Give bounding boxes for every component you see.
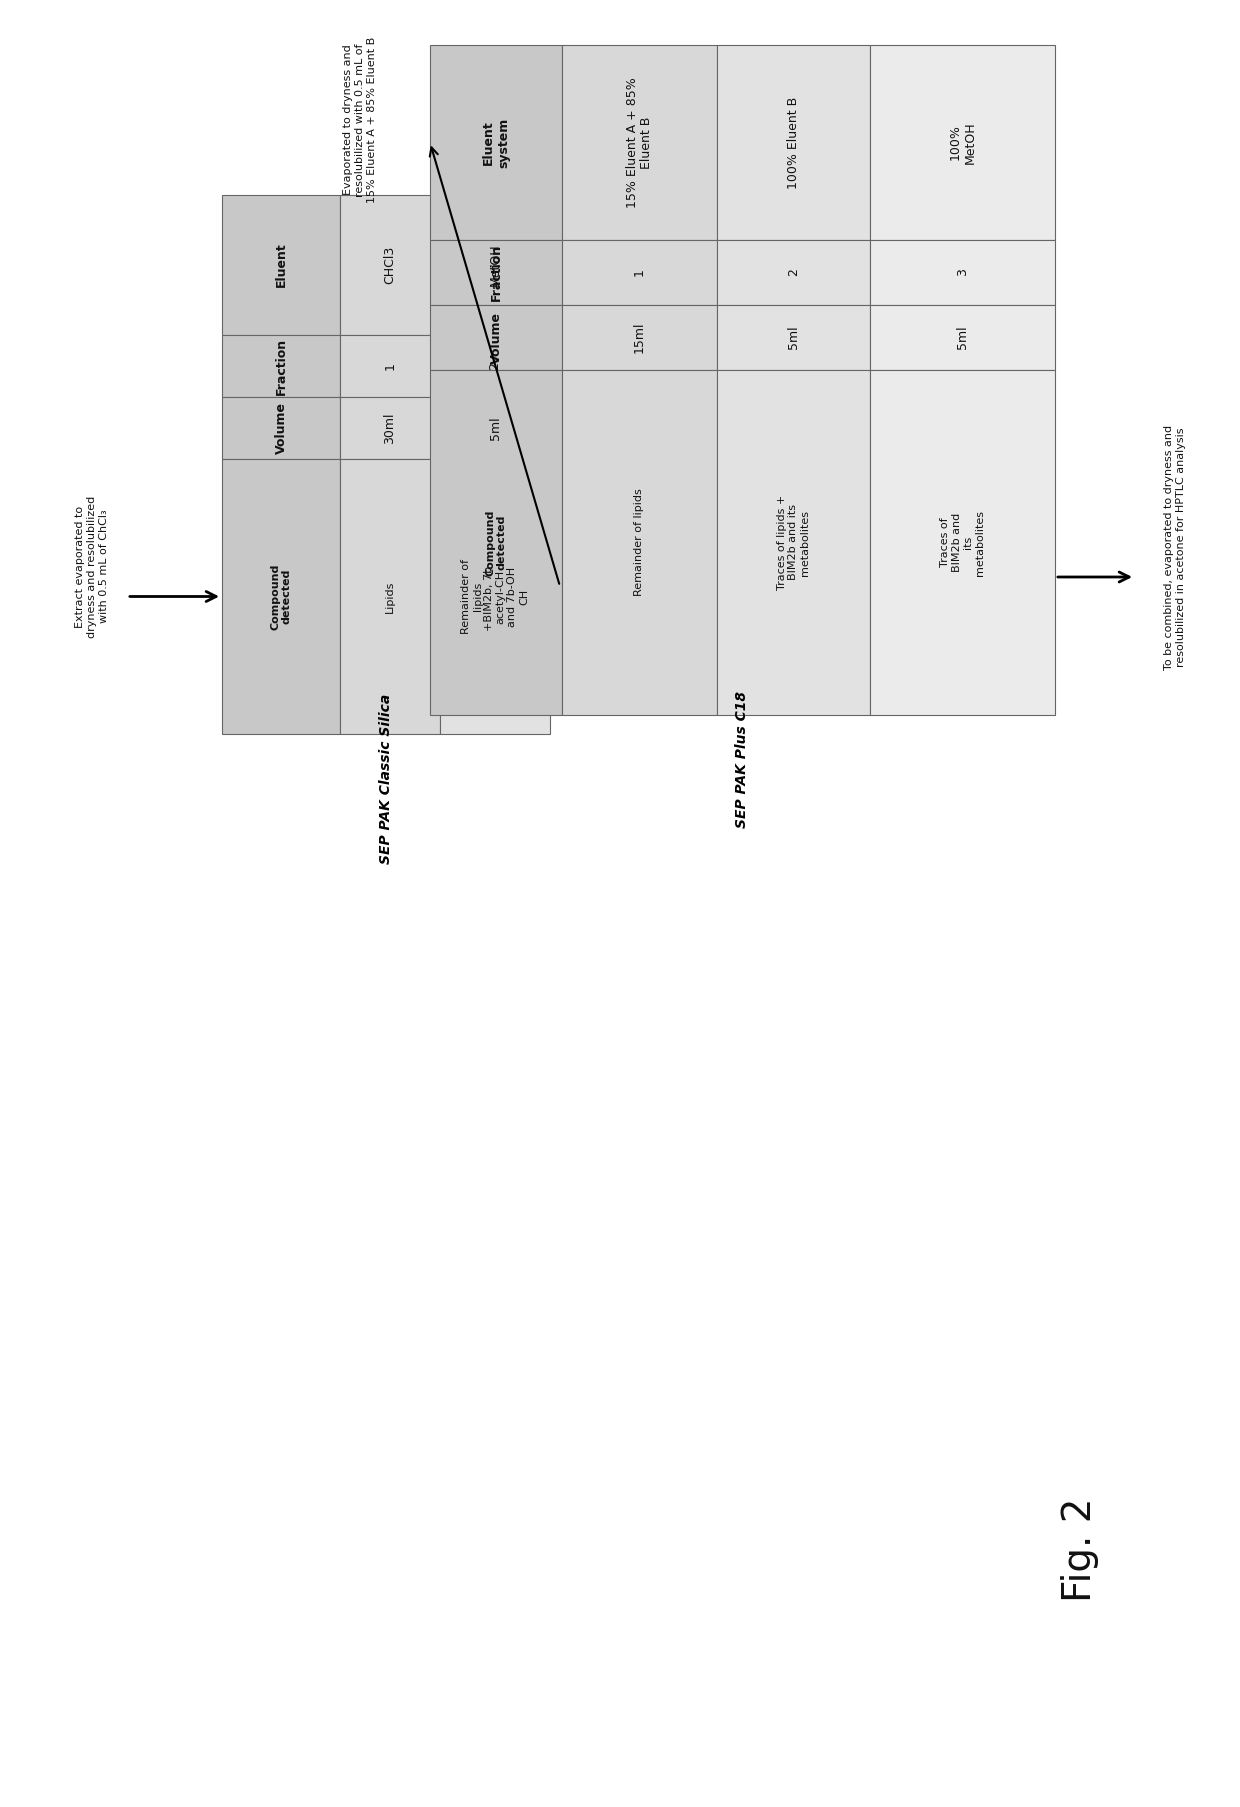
Text: Eluent
system: Eluent system <box>482 117 510 168</box>
Bar <box>562 305 717 370</box>
Bar <box>340 334 440 398</box>
Text: CHCl3: CHCl3 <box>383 246 397 284</box>
Text: 30ml: 30ml <box>383 412 397 445</box>
Text: 15% Eluent A + 85%
Eluent B: 15% Eluent A + 85% Eluent B <box>625 78 653 208</box>
Text: Lipids: Lipids <box>384 580 396 613</box>
Text: Remainder of
lipids
+BIM2b, 7b-
acetyl-CH
and 7b-OH
CH: Remainder of lipids +BIM2b, 7b- acetyl-C… <box>461 558 529 634</box>
Bar <box>870 370 1055 716</box>
Bar <box>717 240 870 305</box>
Bar <box>562 240 717 305</box>
Bar <box>717 370 870 716</box>
Text: 1: 1 <box>383 361 397 370</box>
Text: To be combined, evaporated to dryness and
resolubilized in acetone for HPTLC ana: To be combined, evaporated to dryness an… <box>1164 425 1185 670</box>
Text: Compound
detected: Compound detected <box>485 510 507 576</box>
Bar <box>717 45 870 240</box>
Text: Volume: Volume <box>490 311 502 363</box>
Text: Extract evaporated to
dryness and resolubilized
with 0.5 mL of ChCl₃: Extract evaporated to dryness and resolu… <box>76 495 109 638</box>
Text: Traces of lipids +
BIM2b and its
metabolites: Traces of lipids + BIM2b and its metabol… <box>777 495 810 591</box>
Text: Compound
detected: Compound detected <box>270 564 291 629</box>
Bar <box>440 459 551 734</box>
Text: Traces of
BIM2b and
its
metabolites: Traces of BIM2b and its metabolites <box>940 510 985 575</box>
Bar <box>870 240 1055 305</box>
Bar <box>430 45 562 240</box>
Bar <box>222 398 340 459</box>
Text: Eluent: Eluent <box>274 242 288 287</box>
Text: 5ml: 5ml <box>489 416 501 439</box>
Bar <box>222 334 340 398</box>
Bar <box>430 240 562 305</box>
Text: Fraction: Fraction <box>490 244 502 302</box>
Text: 3: 3 <box>956 269 968 276</box>
Text: SEP PAK Classic Silica: SEP PAK Classic Silica <box>379 694 393 864</box>
Text: 100% Eluent B: 100% Eluent B <box>787 96 800 188</box>
Text: MetOH: MetOH <box>489 244 501 286</box>
Bar <box>870 305 1055 370</box>
Bar <box>222 195 340 334</box>
Bar <box>562 45 717 240</box>
Bar <box>340 398 440 459</box>
Bar <box>440 195 551 334</box>
Bar <box>430 370 562 716</box>
Text: Evaporated to dryness and
resolubilized with 0.5 mL of
15% Eluent A + 85% Eluent: Evaporated to dryness and resolubilized … <box>343 36 377 202</box>
Bar <box>440 398 551 459</box>
Text: 15ml: 15ml <box>632 322 646 352</box>
Bar <box>222 459 340 734</box>
Text: Volume: Volume <box>274 401 288 454</box>
Bar <box>340 195 440 334</box>
Bar <box>870 45 1055 240</box>
Text: 1: 1 <box>632 269 646 276</box>
Text: 2: 2 <box>787 269 800 276</box>
Text: 100%
MetOH: 100% MetOH <box>949 121 977 164</box>
Bar <box>562 370 717 716</box>
Text: SEP PAK Plus C18: SEP PAK Plus C18 <box>735 692 749 828</box>
Bar <box>340 459 440 734</box>
Text: 5ml: 5ml <box>956 325 968 349</box>
Bar <box>430 305 562 370</box>
Text: Fraction: Fraction <box>274 338 288 394</box>
Text: Remainder of lipids: Remainder of lipids <box>635 488 645 596</box>
Text: 2: 2 <box>489 361 501 370</box>
Bar <box>717 305 870 370</box>
Text: 5ml: 5ml <box>787 325 800 349</box>
Text: Fig. 2: Fig. 2 <box>1061 1498 1099 1603</box>
Bar <box>440 334 551 398</box>
